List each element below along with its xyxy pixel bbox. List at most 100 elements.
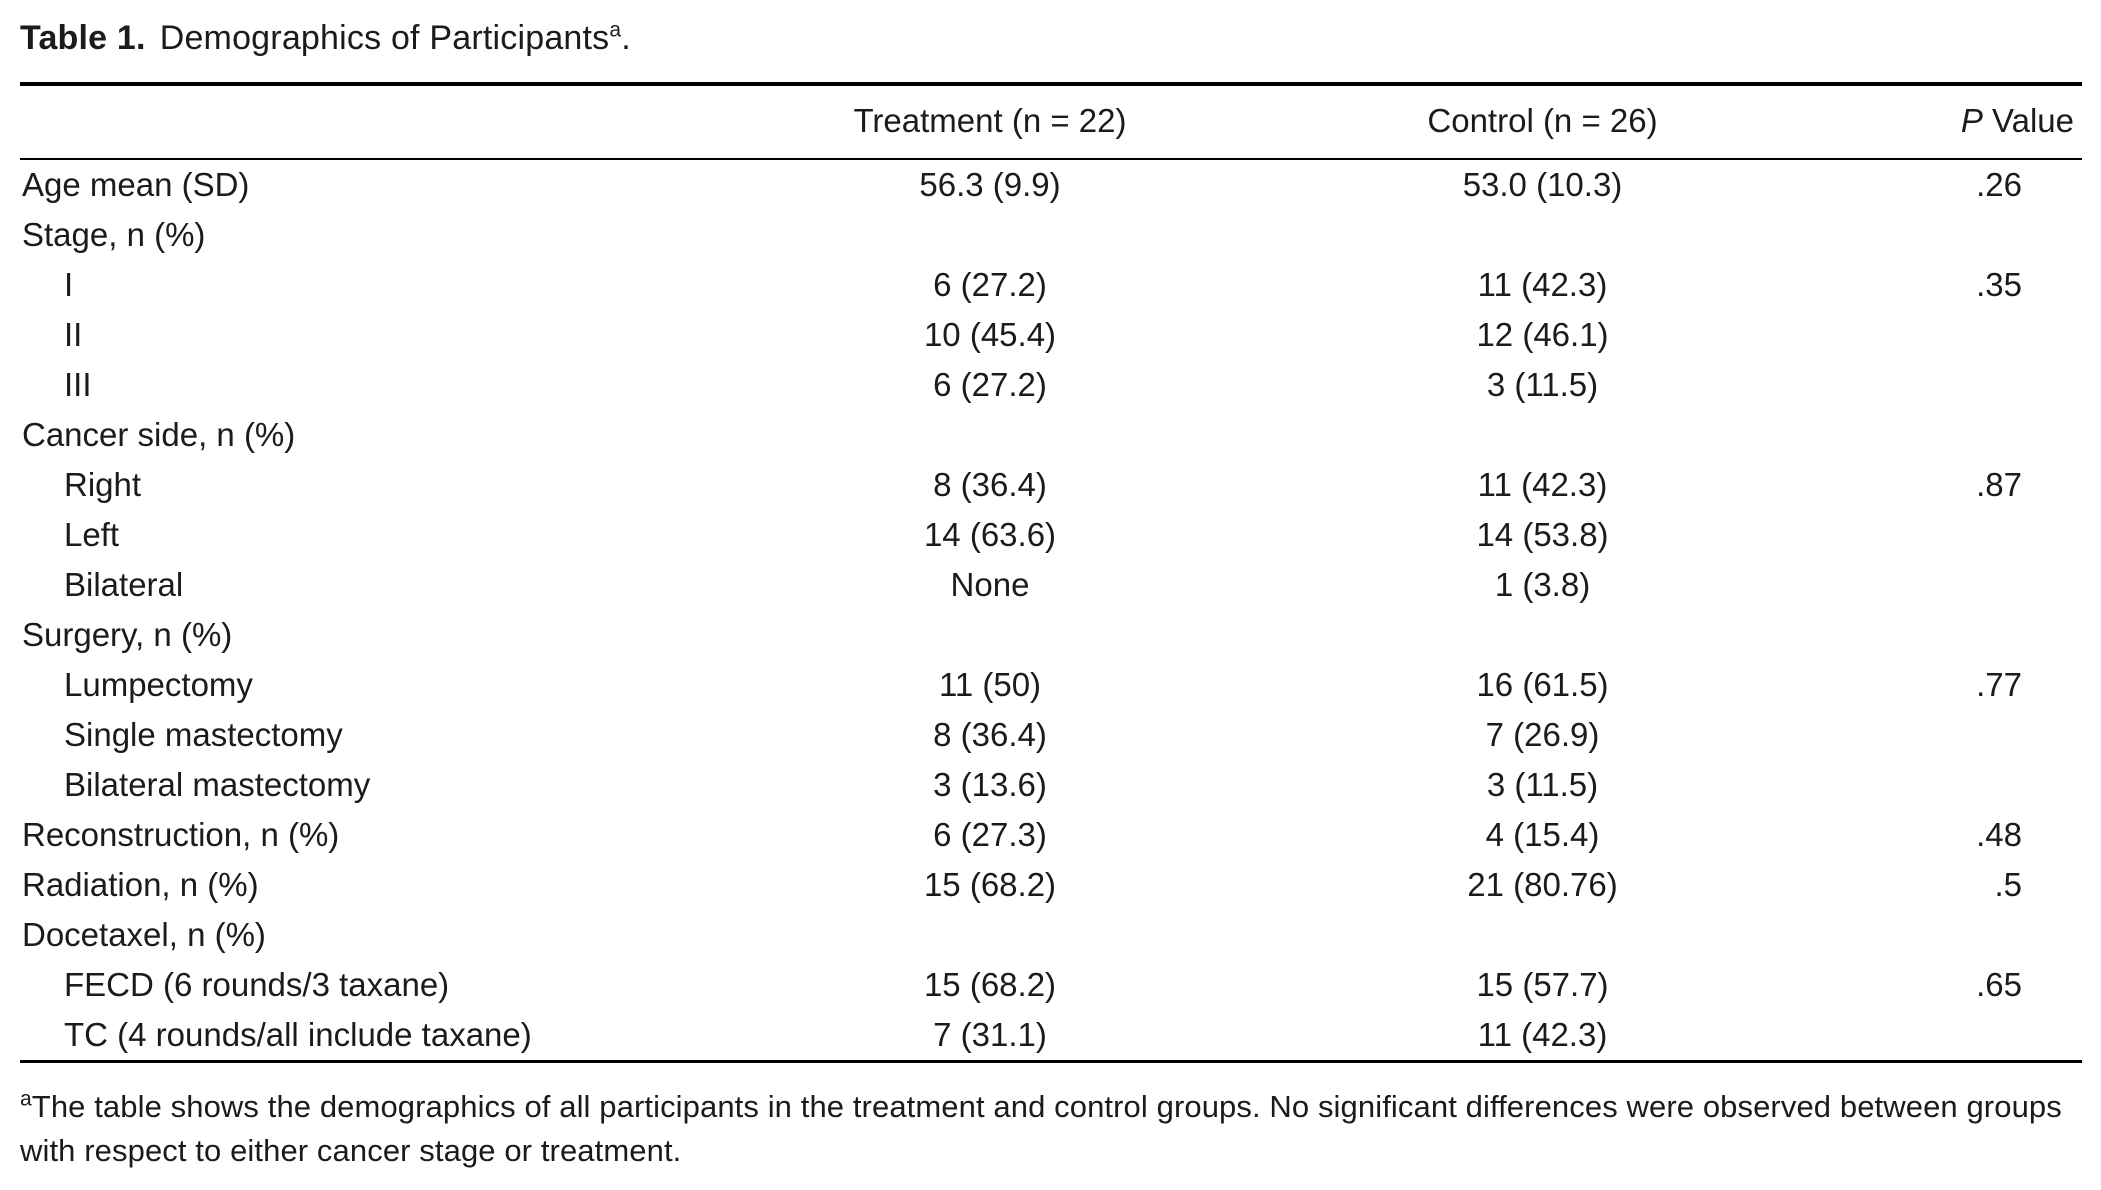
header-row: Treatment (n = 22) Control (n = 26) P Va… bbox=[20, 84, 2082, 160]
p-value bbox=[1815, 910, 2082, 960]
column-header-empty bbox=[20, 84, 710, 160]
control-value: 11 (42.3) bbox=[1477, 1016, 1608, 1053]
p-value bbox=[1815, 510, 2082, 560]
row-label: I bbox=[64, 266, 74, 303]
table-number: Table 1. bbox=[20, 19, 146, 57]
p-value: .35 bbox=[1976, 266, 2022, 303]
p-value bbox=[1815, 710, 2082, 760]
row-label: Lumpectomy bbox=[64, 666, 253, 703]
p-value: .87 bbox=[1976, 466, 2022, 503]
control-value: 14 (53.8) bbox=[1476, 516, 1609, 553]
control-value: 11 (42.3) bbox=[1477, 266, 1608, 303]
column-header-pvalue: P Value bbox=[1815, 84, 2082, 160]
table-row: Docetaxel, n (%) bbox=[20, 910, 2082, 960]
p-value: .65 bbox=[1976, 966, 2022, 1003]
treatment-value bbox=[710, 210, 1270, 260]
row-label: Age mean (SD) bbox=[22, 166, 250, 203]
treatment-value bbox=[710, 410, 1270, 460]
table-row: Single mastectomy 8 (36.4) 7 (26.9) bbox=[20, 710, 2082, 760]
demographics-table: Treatment (n = 22) Control (n = 26) P Va… bbox=[20, 82, 2082, 1063]
treatment-value: 8 (36.4) bbox=[933, 466, 1047, 503]
table-row: Bilateral None 1 (3.8) bbox=[20, 560, 2082, 610]
table-row: TC (4 rounds/all include taxane) 7 (31.1… bbox=[20, 1010, 2082, 1062]
control-value bbox=[1270, 610, 1815, 660]
control-value: 1 (3.8) bbox=[1494, 566, 1591, 603]
table-row: Reconstruction, n (%) 6 (27.3) 4 (15.4) … bbox=[20, 810, 2082, 860]
title-period: . bbox=[621, 19, 631, 57]
table-title-text: Demographics of Participants bbox=[159, 19, 610, 57]
control-value bbox=[1270, 410, 1815, 460]
row-label: Left bbox=[64, 516, 120, 553]
row-label: Right bbox=[64, 466, 142, 503]
treatment-value: 6 (27.3) bbox=[933, 816, 1047, 853]
table-footnote: aThe table shows the demographics of all… bbox=[20, 1085, 2082, 1173]
table-row: Stage, n (%) bbox=[20, 210, 2082, 260]
treatment-value: 11 (50) bbox=[938, 666, 1042, 703]
control-value: 53.0 (10.3) bbox=[1462, 166, 1623, 203]
control-value: 21 (80.76) bbox=[1467, 866, 1618, 903]
table-row: Lumpectomy 11 (50) 16 (61.5) .77 bbox=[20, 660, 2082, 710]
p-value: .77 bbox=[1976, 666, 2022, 703]
p-value bbox=[1815, 1010, 2082, 1062]
control-value: 11 (42.3) bbox=[1477, 466, 1608, 503]
row-label: III bbox=[64, 366, 92, 403]
treatment-value: 8 (36.4) bbox=[933, 716, 1047, 753]
row-label: Docetaxel, n (%) bbox=[22, 916, 266, 953]
control-value: 3 (11.5) bbox=[1486, 366, 1599, 403]
row-label: Bilateral bbox=[64, 566, 184, 603]
treatment-value: 15 (68.2) bbox=[923, 866, 1057, 903]
p-value bbox=[1815, 310, 2082, 360]
control-value bbox=[1270, 210, 1815, 260]
control-value: 4 (15.4) bbox=[1485, 816, 1600, 853]
p-value: .48 bbox=[1976, 816, 2022, 853]
table-row: FECD (6 rounds/3 taxane) 15 (68.2) 15 (5… bbox=[20, 960, 2082, 1010]
row-label: FECD (6 rounds/3 taxane) bbox=[64, 966, 450, 1003]
treatment-value: 7 (31.1) bbox=[933, 1016, 1047, 1053]
p-value bbox=[1815, 410, 2082, 460]
row-label: Reconstruction, n (%) bbox=[22, 816, 340, 853]
treatment-value: 6 (27.2) bbox=[933, 266, 1047, 303]
column-header-control: Control (n = 26) bbox=[1270, 84, 1815, 160]
treatment-value: 56.3 (9.9) bbox=[919, 166, 1061, 203]
table-row: Left 14 (63.6) 14 (53.8) bbox=[20, 510, 2082, 560]
row-label: Radiation, n (%) bbox=[22, 866, 259, 903]
table-row: Right 8 (36.4) 11 (42.3) .87 bbox=[20, 460, 2082, 510]
p-value: .26 bbox=[1976, 166, 2022, 203]
row-label: Bilateral mastectomy bbox=[64, 766, 371, 803]
control-value: 3 (11.5) bbox=[1486, 766, 1599, 803]
column-header-treatment: Treatment (n = 22) bbox=[710, 84, 1270, 160]
p-value bbox=[1815, 560, 2082, 610]
treatment-value bbox=[710, 610, 1270, 660]
treatment-value: 6 (27.2) bbox=[933, 366, 1047, 403]
pvalue-rest: Value bbox=[1982, 102, 2074, 139]
table-row: Radiation, n (%) 15 (68.2) 21 (80.76) .5 bbox=[20, 860, 2082, 910]
p-value bbox=[1815, 760, 2082, 810]
treatment-value: 10 (45.4) bbox=[923, 316, 1057, 353]
control-value: 16 (61.5) bbox=[1476, 666, 1609, 703]
row-label: Stage, n (%) bbox=[22, 216, 206, 253]
footnote-text: The table shows the demographics of all … bbox=[20, 1089, 2062, 1168]
table-row: Cancer side, n (%) bbox=[20, 410, 2082, 460]
treatment-value: 15 (68.2) bbox=[923, 966, 1057, 1003]
footnote-marker: a bbox=[20, 1087, 32, 1111]
row-label: II bbox=[64, 316, 83, 353]
table-row: Surgery, n (%) bbox=[20, 610, 2082, 660]
treatment-value bbox=[710, 910, 1270, 960]
treatment-value: 3 (13.6) bbox=[933, 766, 1047, 803]
table-row: Bilateral mastectomy 3 (13.6) 3 (11.5) bbox=[20, 760, 2082, 810]
row-label: Surgery, n (%) bbox=[22, 616, 233, 653]
row-label: Cancer side, n (%) bbox=[22, 416, 296, 453]
table-row: II 10 (45.4) 12 (46.1) bbox=[20, 310, 2082, 360]
p-value bbox=[1815, 210, 2082, 260]
control-value bbox=[1270, 910, 1815, 960]
table-row: I 6 (27.2) 11 (42.3) .35 bbox=[20, 260, 2082, 310]
row-label: TC (4 rounds/all include taxane) bbox=[64, 1016, 532, 1053]
p-value: .5 bbox=[1994, 866, 2022, 903]
control-value: 12 (46.1) bbox=[1476, 316, 1609, 353]
pvalue-italic-p: P bbox=[1960, 102, 1983, 139]
row-label: Single mastectomy bbox=[64, 716, 343, 753]
table-row: Age mean (SD) 56.3 (9.9) 53.0 (10.3) .26 bbox=[20, 159, 2082, 210]
p-value bbox=[1815, 610, 2082, 660]
treatment-value: 14 (63.6) bbox=[923, 516, 1057, 553]
